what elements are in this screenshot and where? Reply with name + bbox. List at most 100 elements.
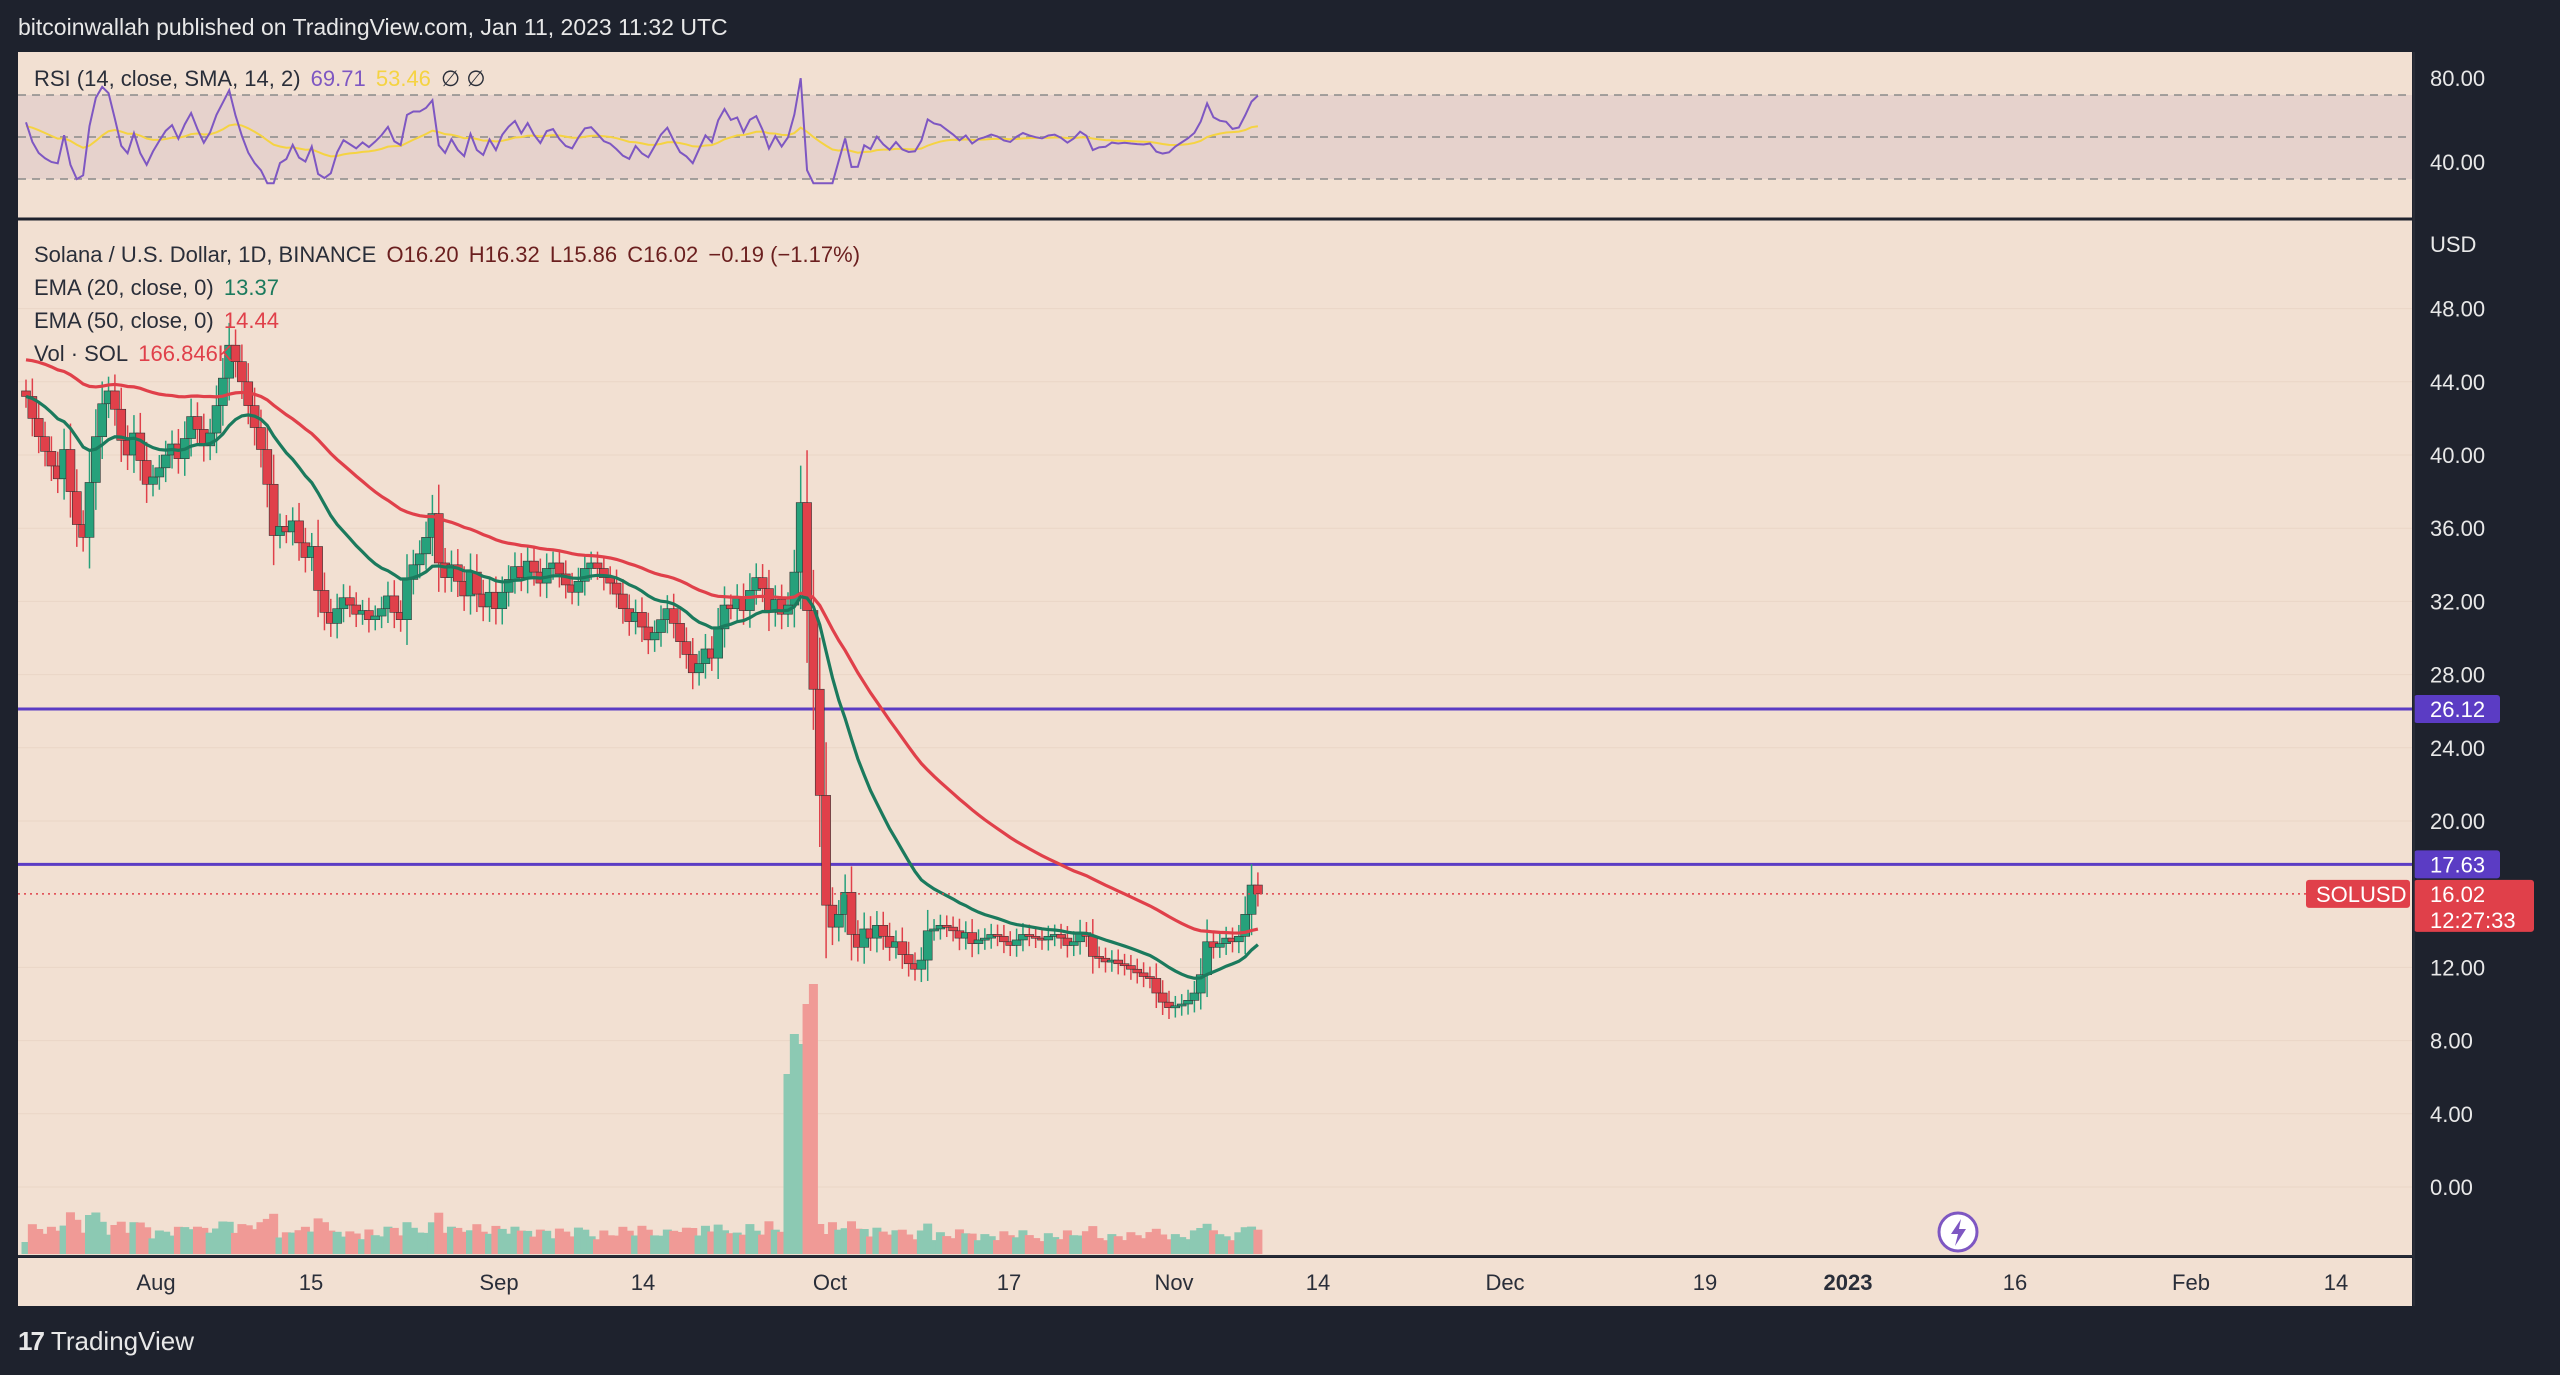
time-axis-tick: 19 <box>1693 1270 1717 1295</box>
last-price-tag <box>2414 879 2534 932</box>
candle-body <box>1246 884 1257 915</box>
candle-body <box>1151 978 1162 994</box>
volume-bar <box>504 1233 514 1254</box>
volume-bar <box>1183 1239 1193 1254</box>
candle-body <box>611 582 622 595</box>
tradingview-footer[interactable]: 17 TradingView <box>18 1326 194 1357</box>
volume-bar <box>256 1222 266 1254</box>
candle-body <box>757 577 768 589</box>
volume-bar <box>878 1231 888 1254</box>
volume-bar <box>339 1236 348 1254</box>
volume-bar <box>637 1225 647 1254</box>
volume-bar <box>1240 1227 1250 1254</box>
volume-bar <box>542 1230 552 1254</box>
volume-bar <box>535 1229 545 1254</box>
volume-value: 166.846K <box>138 341 233 366</box>
time-axis-tick: 15 <box>299 1270 323 1295</box>
volume-bar <box>586 1236 596 1254</box>
volume-bar <box>1113 1236 1123 1254</box>
volume-bar <box>529 1236 539 1254</box>
volume-bar <box>726 1233 736 1254</box>
volume-bar <box>218 1221 228 1254</box>
volume-bar <box>580 1229 590 1254</box>
volume-bar <box>643 1229 653 1254</box>
candle-body <box>554 562 565 575</box>
volume-bar <box>358 1239 368 1254</box>
change-value: −0.19 (−1.17%) <box>708 242 861 267</box>
volume-bar <box>46 1226 56 1254</box>
volume-bar <box>243 1225 253 1254</box>
candle-body <box>1240 914 1250 937</box>
volume-bar <box>173 1226 183 1254</box>
volume-bar <box>262 1218 272 1254</box>
candle-body <box>1018 934 1028 941</box>
candle-body <box>135 432 146 461</box>
time-axis-tick: Oct <box>813 1270 847 1295</box>
volume-bar <box>548 1238 558 1254</box>
volume-bar <box>1139 1238 1149 1254</box>
time-axis-panel <box>18 1258 2412 1306</box>
volume-bar <box>446 1226 456 1254</box>
candle-body <box>1024 934 1035 937</box>
volume-bar <box>427 1222 437 1254</box>
time-axis-tick: 2023 <box>1824 1270 1873 1295</box>
candle-body <box>1119 963 1130 967</box>
volume-bar <box>1126 1232 1136 1254</box>
volume-bar <box>269 1213 279 1254</box>
candle-body <box>668 608 679 624</box>
candle-body <box>941 925 952 928</box>
volume-bar <box>1043 1233 1053 1254</box>
time-axis-tick: 17 <box>997 1270 1021 1295</box>
volume-bar <box>199 1227 209 1254</box>
volume-bar <box>764 1221 774 1254</box>
volume-bar <box>1005 1235 1015 1254</box>
candle-body <box>364 610 374 620</box>
volume-bar <box>97 1221 107 1254</box>
rsi-value: 69.71 <box>310 66 366 91</box>
candle-body <box>618 593 628 610</box>
candle-body <box>637 612 647 628</box>
ema50-value: 14.44 <box>223 308 279 333</box>
time-axis-tick: 14 <box>631 1270 655 1295</box>
candle-body <box>421 537 431 555</box>
volume-bar <box>40 1233 50 1254</box>
volume-bar <box>275 1237 285 1254</box>
candle-body <box>370 615 381 620</box>
volume-bar <box>1107 1234 1117 1254</box>
candle-body <box>821 795 831 906</box>
volume-bar <box>974 1240 983 1254</box>
volume-bar <box>700 1225 710 1254</box>
volume-bar <box>897 1229 907 1254</box>
price-axis-tick: 20.00 <box>2430 809 2485 834</box>
volume-bar <box>129 1222 139 1254</box>
volume-bar <box>116 1221 126 1254</box>
volume-bar <box>935 1232 945 1254</box>
volume-bar <box>567 1236 577 1254</box>
price-axis-tick: 0.00 <box>2430 1175 2473 1200</box>
volume-bar <box>612 1235 622 1254</box>
volume-bar <box>1208 1230 1218 1254</box>
volume-bar <box>618 1226 628 1254</box>
volume-bar <box>1196 1228 1206 1254</box>
volume-bar <box>313 1218 323 1254</box>
candle-body <box>1195 974 1206 994</box>
candle-body <box>319 590 330 613</box>
candle-body <box>351 604 362 615</box>
candle-body <box>922 930 933 961</box>
volume-bar <box>237 1224 247 1254</box>
volume-bar <box>593 1239 602 1254</box>
candle-body <box>675 623 685 642</box>
candle-body <box>192 416 203 430</box>
volume-bar <box>834 1229 844 1254</box>
rsi-label: RSI (14, close, SMA, 14, 2) <box>34 66 301 91</box>
volume-bar <box>377 1236 387 1254</box>
volume-bar <box>1170 1234 1180 1254</box>
volume-bar <box>1228 1240 1237 1254</box>
volume-bar <box>859 1229 869 1254</box>
volume-bar <box>167 1235 177 1254</box>
level-price-tag <box>2414 695 2500 724</box>
volume-bar <box>891 1230 901 1254</box>
volume-bar <box>383 1226 393 1254</box>
candle-body <box>21 390 31 397</box>
